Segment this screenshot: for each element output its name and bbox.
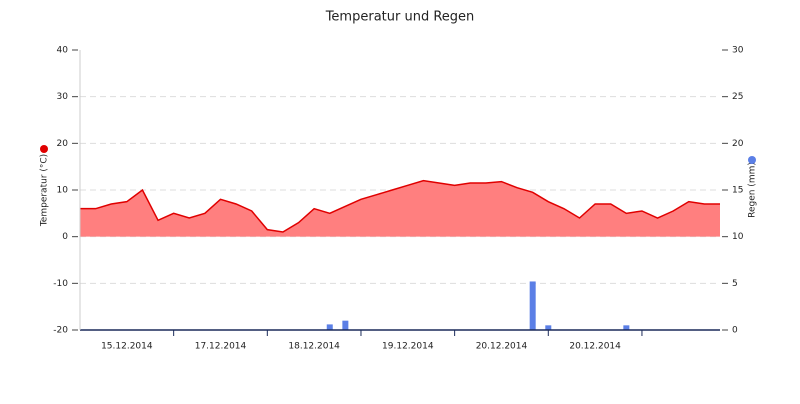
y-tick-label: 0 — [62, 232, 68, 242]
y2-axis-label: Regen (mm) — [748, 162, 758, 218]
y-tick-label: 10 — [57, 186, 69, 196]
y2-tick-label: 25 — [732, 92, 743, 102]
bar — [545, 325, 552, 330]
x-tick-label: 17.12.2014 — [195, 342, 247, 352]
x-tick-label: 18.12.2014 — [288, 342, 340, 352]
y2-tick-label: 10 — [732, 232, 744, 242]
y-tick-label: -10 — [53, 279, 68, 289]
y-tick-label: 20 — [57, 139, 69, 149]
bar — [326, 324, 333, 330]
y-tick-label: -20 — [53, 326, 68, 336]
bar — [623, 325, 630, 330]
legend-dot — [40, 145, 48, 153]
y2-tick-label: 15 — [732, 186, 743, 196]
y-tick-label: 30 — [57, 92, 69, 102]
line — [80, 179, 720, 233]
y2-tick-label: 0 — [732, 326, 738, 336]
y2-tick-label: 30 — [732, 46, 744, 56]
area — [80, 180, 720, 237]
y2-tick-label: 5 — [732, 279, 738, 289]
y-axis-label: Temperatur (°C) — [40, 154, 50, 227]
x-tick-label: 15.12.2014 — [101, 342, 153, 352]
x-tick-label: 20.12.2014 — [476, 342, 528, 352]
bar — [529, 281, 536, 330]
x-tick-label: 20.12.2014 — [569, 342, 621, 352]
bar — [342, 320, 349, 330]
legend-dot — [748, 156, 756, 164]
x-tick-label: 19.12.2014 — [382, 342, 434, 352]
chart-title: Temperatur und Regen — [325, 10, 475, 25]
y2-tick-label: 20 — [732, 139, 744, 149]
y-tick-label: 40 — [57, 46, 69, 56]
